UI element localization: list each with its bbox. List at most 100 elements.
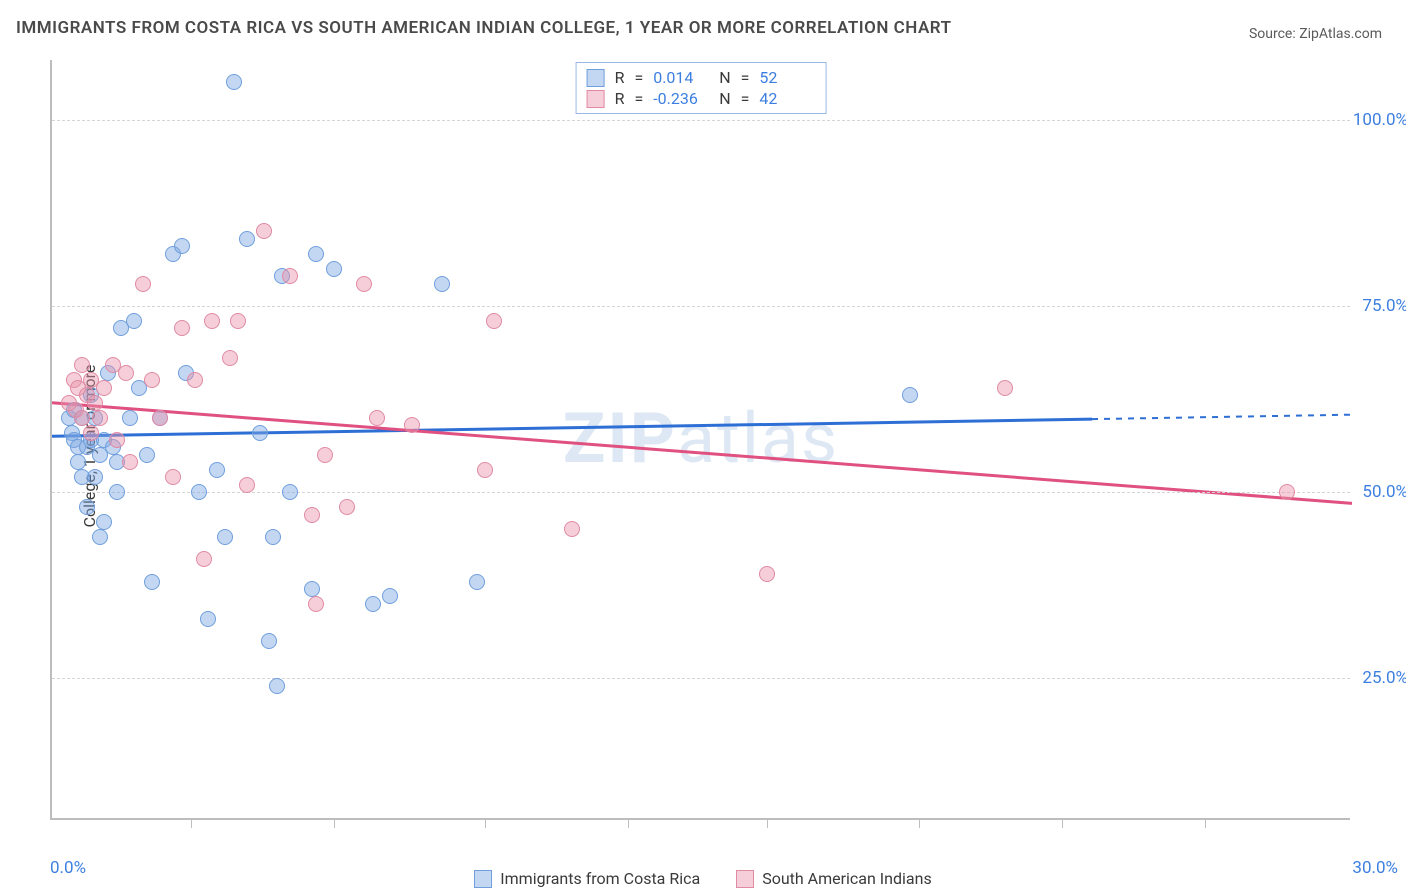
legend-item-south-american: South American Indians xyxy=(736,869,932,888)
y-tick-label: 75.0% xyxy=(1352,296,1406,316)
r-label: R xyxy=(615,68,625,87)
data-point xyxy=(87,469,103,485)
data-point xyxy=(239,231,255,247)
data-point xyxy=(339,499,355,515)
n-value-south-american: 42 xyxy=(759,89,815,108)
eq-sign: = xyxy=(634,68,643,87)
data-point xyxy=(174,238,190,254)
data-point xyxy=(365,596,381,612)
data-point xyxy=(356,276,372,292)
eq-sign: = xyxy=(741,68,750,87)
data-point xyxy=(174,320,190,336)
legend-row-costa-rica: R = 0.014 N = 52 xyxy=(587,67,816,88)
data-point xyxy=(187,372,203,388)
data-point xyxy=(226,74,242,90)
n-label: N xyxy=(719,89,730,108)
data-point xyxy=(135,276,151,292)
data-point xyxy=(1279,484,1295,500)
data-point xyxy=(152,410,168,426)
data-point xyxy=(204,313,220,329)
data-point xyxy=(326,261,342,277)
legend-item-costa-rica: Immigrants from Costa Rica xyxy=(474,869,700,888)
data-point xyxy=(109,484,125,500)
swatch-costa-rica xyxy=(474,870,492,888)
data-point xyxy=(369,410,385,426)
y-tick-label: 25.0% xyxy=(1352,668,1406,688)
data-point xyxy=(282,268,298,284)
data-point xyxy=(200,611,216,627)
data-point xyxy=(304,581,320,597)
data-point xyxy=(74,357,90,373)
data-point xyxy=(469,574,485,590)
x-tick xyxy=(919,818,920,828)
data-point xyxy=(70,454,86,470)
data-point xyxy=(74,410,90,426)
x-tick xyxy=(767,818,768,828)
r-label: R xyxy=(615,89,625,108)
data-point xyxy=(382,588,398,604)
data-point xyxy=(126,313,142,329)
legend-label-costa-rica: Immigrants from Costa Rica xyxy=(500,869,700,888)
data-point xyxy=(317,447,333,463)
x-tick xyxy=(485,818,486,828)
y-tick-label: 50.0% xyxy=(1352,482,1406,502)
legend-row-south-american: R = -0.236 N = 42 xyxy=(587,88,816,109)
data-point xyxy=(269,678,285,694)
data-point xyxy=(477,462,493,478)
data-point xyxy=(96,380,112,396)
data-point xyxy=(217,529,233,545)
x-tick xyxy=(1062,818,1063,828)
x-tick xyxy=(191,818,192,828)
plot-svg xyxy=(52,60,1352,820)
data-point xyxy=(79,499,95,515)
data-point xyxy=(209,462,225,478)
data-point xyxy=(144,372,160,388)
data-point xyxy=(239,477,255,493)
data-point xyxy=(118,365,134,381)
data-point xyxy=(304,507,320,523)
data-point xyxy=(165,469,181,485)
data-point xyxy=(139,447,155,463)
eq-sign: = xyxy=(634,89,643,108)
chart-title: IMMIGRANTS FROM COSTA RICA VS SOUTH AMER… xyxy=(16,18,952,38)
correlation-legend: R = 0.014 N = 52 R = -0.236 N = 42 xyxy=(576,62,827,114)
data-point xyxy=(92,529,108,545)
n-label: N xyxy=(719,68,730,87)
data-point xyxy=(222,350,238,366)
data-point xyxy=(196,551,212,567)
data-point xyxy=(144,574,160,590)
data-point xyxy=(308,246,324,262)
data-point xyxy=(308,596,324,612)
data-point xyxy=(83,425,99,441)
data-point xyxy=(902,387,918,403)
r-value-south-american: -0.236 xyxy=(653,89,709,108)
data-point xyxy=(122,410,138,426)
data-point xyxy=(92,410,108,426)
gridline xyxy=(52,678,1350,679)
data-point xyxy=(256,223,272,239)
swatch-south-american xyxy=(736,870,754,888)
data-point xyxy=(997,380,1013,396)
swatch-costa-rica xyxy=(587,69,605,87)
r-value-costa-rica: 0.014 xyxy=(653,68,709,87)
n-value-costa-rica: 52 xyxy=(759,68,815,87)
data-point xyxy=(265,529,281,545)
swatch-south-american xyxy=(587,90,605,108)
data-point xyxy=(191,484,207,500)
legend-label-south-american: South American Indians xyxy=(762,869,932,888)
data-point xyxy=(230,313,246,329)
scatter-plot-area: ZIPatlas R = 0.014 N = 52 R = -0.236 N =… xyxy=(50,60,1350,820)
data-point xyxy=(759,566,775,582)
x-tick xyxy=(334,818,335,828)
trend-line xyxy=(52,419,1092,436)
eq-sign: = xyxy=(741,89,750,108)
data-point xyxy=(282,484,298,500)
gridline xyxy=(52,120,1350,121)
data-point xyxy=(252,425,268,441)
gridline xyxy=(52,306,1350,307)
data-point xyxy=(564,521,580,537)
y-tick-label: 100.0% xyxy=(1352,110,1406,130)
data-point xyxy=(404,417,420,433)
x-tick xyxy=(1205,818,1206,828)
data-point xyxy=(434,276,450,292)
